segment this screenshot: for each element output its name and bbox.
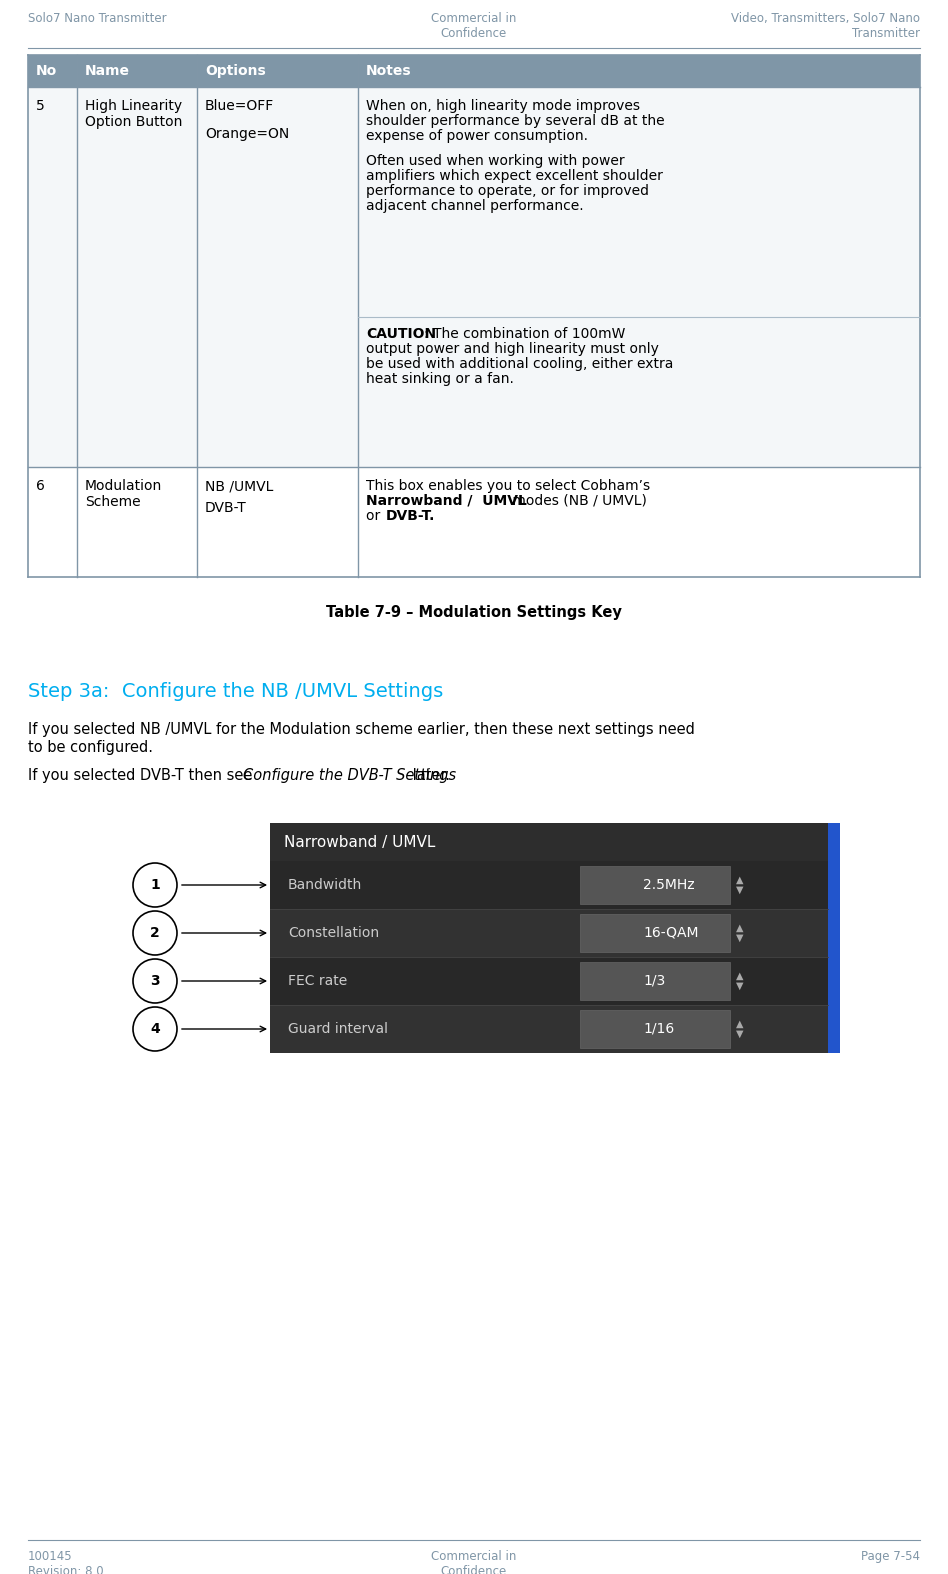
Text: modes (NB / UMVL): modes (NB / UMVL) — [508, 494, 647, 508]
Text: shoulder performance by several dB at the: shoulder performance by several dB at th… — [366, 113, 665, 127]
Text: Narrowband /  UMVL: Narrowband / UMVL — [366, 494, 527, 508]
Text: Constellation: Constellation — [288, 926, 379, 940]
Text: 2.5MHz: 2.5MHz — [643, 878, 695, 892]
Text: ▼: ▼ — [736, 933, 743, 943]
Text: amplifiers which expect excellent shoulder: amplifiers which expect excellent should… — [366, 168, 663, 183]
Text: 2: 2 — [150, 926, 160, 940]
Circle shape — [133, 1007, 177, 1051]
Text: heat sinking or a fan.: heat sinking or a fan. — [366, 371, 514, 386]
Text: be used with additional cooling, either extra: be used with additional cooling, either … — [366, 357, 673, 371]
Bar — [270, 1006, 828, 1053]
Text: ▼: ▼ — [736, 885, 743, 896]
Text: If you selected DVB-T then see: If you selected DVB-T then see — [28, 768, 257, 782]
Text: Step 3a:  Configure the NB /UMVL Settings: Step 3a: Configure the NB /UMVL Settings — [28, 682, 444, 700]
Text: adjacent channel performance.: adjacent channel performance. — [366, 198, 584, 212]
Text: ▲: ▲ — [736, 1018, 743, 1029]
Text: Table 7-9 – Modulation Settings Key: Table 7-9 – Modulation Settings Key — [326, 604, 622, 620]
Bar — [580, 914, 730, 952]
Text: 16-QAM: 16-QAM — [643, 926, 699, 940]
Text: Narrowband / UMVL: Narrowband / UMVL — [284, 834, 435, 850]
Bar — [580, 1011, 730, 1048]
Text: Name: Name — [85, 65, 130, 79]
Text: Bandwidth: Bandwidth — [288, 878, 362, 892]
Text: performance to operate, or for improved: performance to operate, or for improved — [366, 184, 649, 198]
Text: Configure the DVB-T Settings: Configure the DVB-T Settings — [243, 768, 456, 782]
Text: ▼: ▼ — [736, 981, 743, 992]
Text: ▼: ▼ — [736, 1029, 743, 1039]
Circle shape — [133, 911, 177, 955]
Bar — [580, 962, 730, 999]
Text: 1: 1 — [150, 878, 160, 892]
Text: later.: later. — [408, 768, 450, 782]
Text: Guard interval: Guard interval — [288, 1022, 388, 1036]
Bar — [28, 87, 920, 467]
Text: Commercial in
Confidence: Commercial in Confidence — [431, 1550, 517, 1574]
Bar — [270, 957, 828, 1006]
Text: Notes: Notes — [366, 65, 411, 79]
Text: DVB-T: DVB-T — [205, 501, 246, 515]
Text: 5: 5 — [36, 99, 45, 113]
Text: 100145
Revision: 8.0: 100145 Revision: 8.0 — [28, 1550, 103, 1574]
Text: ▲: ▲ — [736, 875, 743, 885]
Text: output power and high linearity must only: output power and high linearity must onl… — [366, 342, 659, 356]
Text: DVB-T.: DVB-T. — [386, 508, 435, 523]
Text: 1/16: 1/16 — [643, 1022, 674, 1036]
Text: 4: 4 — [150, 1022, 160, 1036]
Text: CAUTION: CAUTION — [366, 327, 436, 342]
Text: NB /UMVL: NB /UMVL — [205, 478, 273, 493]
Text: Solo7 Nano Transmitter: Solo7 Nano Transmitter — [28, 13, 167, 25]
Bar — [828, 823, 840, 1053]
Text: Video, Transmitters, Solo7 Nano
Transmitter: Video, Transmitters, Solo7 Nano Transmit… — [731, 13, 920, 39]
Bar — [270, 823, 840, 861]
Text: expense of power consumption.: expense of power consumption. — [366, 129, 588, 143]
Text: ▲: ▲ — [736, 971, 743, 981]
Text: 6: 6 — [36, 478, 45, 493]
Bar — [28, 55, 920, 87]
Text: Page 7-54: Page 7-54 — [861, 1550, 920, 1563]
Text: to be configured.: to be configured. — [28, 740, 153, 756]
Text: Modulation
Scheme: Modulation Scheme — [85, 478, 162, 510]
Text: No: No — [36, 65, 57, 79]
Bar — [270, 823, 840, 1053]
Text: 3: 3 — [150, 974, 160, 988]
Text: Orange=ON: Orange=ON — [205, 127, 289, 142]
Text: FEC rate: FEC rate — [288, 974, 347, 988]
Text: High Linearity
Option Button: High Linearity Option Button — [85, 99, 182, 129]
Text: : The combination of 100mW: : The combination of 100mW — [424, 327, 626, 342]
Text: Blue=OFF: Blue=OFF — [205, 99, 274, 113]
Text: ▲: ▲ — [736, 922, 743, 933]
Text: Options: Options — [205, 65, 265, 79]
Circle shape — [133, 959, 177, 1003]
Bar — [580, 866, 730, 903]
Bar — [28, 467, 920, 578]
Text: When on, high linearity mode improves: When on, high linearity mode improves — [366, 99, 640, 113]
Text: Commercial in
Confidence: Commercial in Confidence — [431, 13, 517, 39]
Text: Often used when working with power: Often used when working with power — [366, 154, 625, 168]
Text: or: or — [366, 508, 385, 523]
Circle shape — [133, 863, 177, 907]
Bar — [270, 861, 828, 910]
Text: This box enables you to select Cobham’s: This box enables you to select Cobham’s — [366, 478, 650, 493]
Text: 1/3: 1/3 — [643, 974, 665, 988]
Text: If you selected NB /UMVL for the Modulation scheme earlier, then these next sett: If you selected NB /UMVL for the Modulat… — [28, 722, 695, 737]
Bar — [270, 910, 828, 957]
